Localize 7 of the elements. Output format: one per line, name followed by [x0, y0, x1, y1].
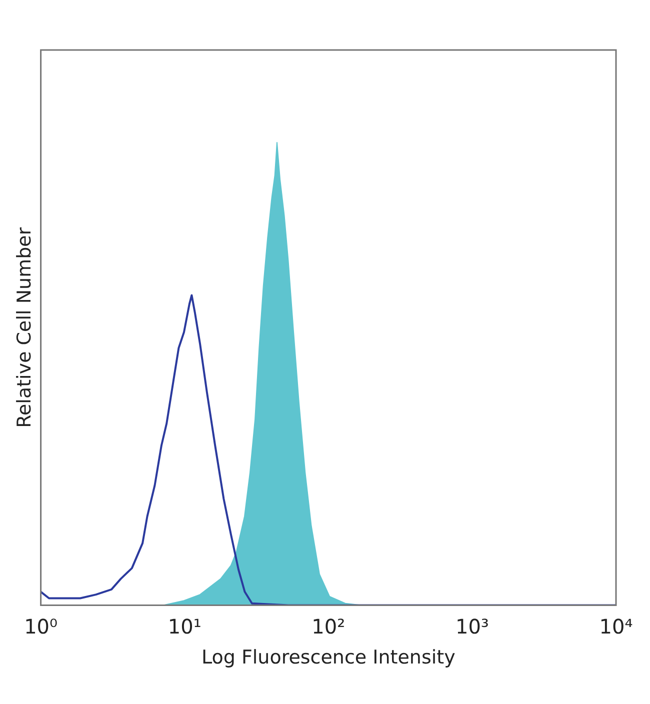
x-tick-label: 10³ — [455, 614, 489, 638]
x-tick-label: 10⁰ — [24, 614, 58, 638]
x-tick-label: 10¹ — [168, 614, 202, 638]
x-tick-label: 10⁴ — [599, 614, 633, 638]
x-axis-title: Log Fluorescence Intensity — [201, 646, 456, 669]
y-axis-title: Relative Cell Number — [13, 227, 36, 428]
x-tick-label: 10² — [312, 614, 346, 638]
